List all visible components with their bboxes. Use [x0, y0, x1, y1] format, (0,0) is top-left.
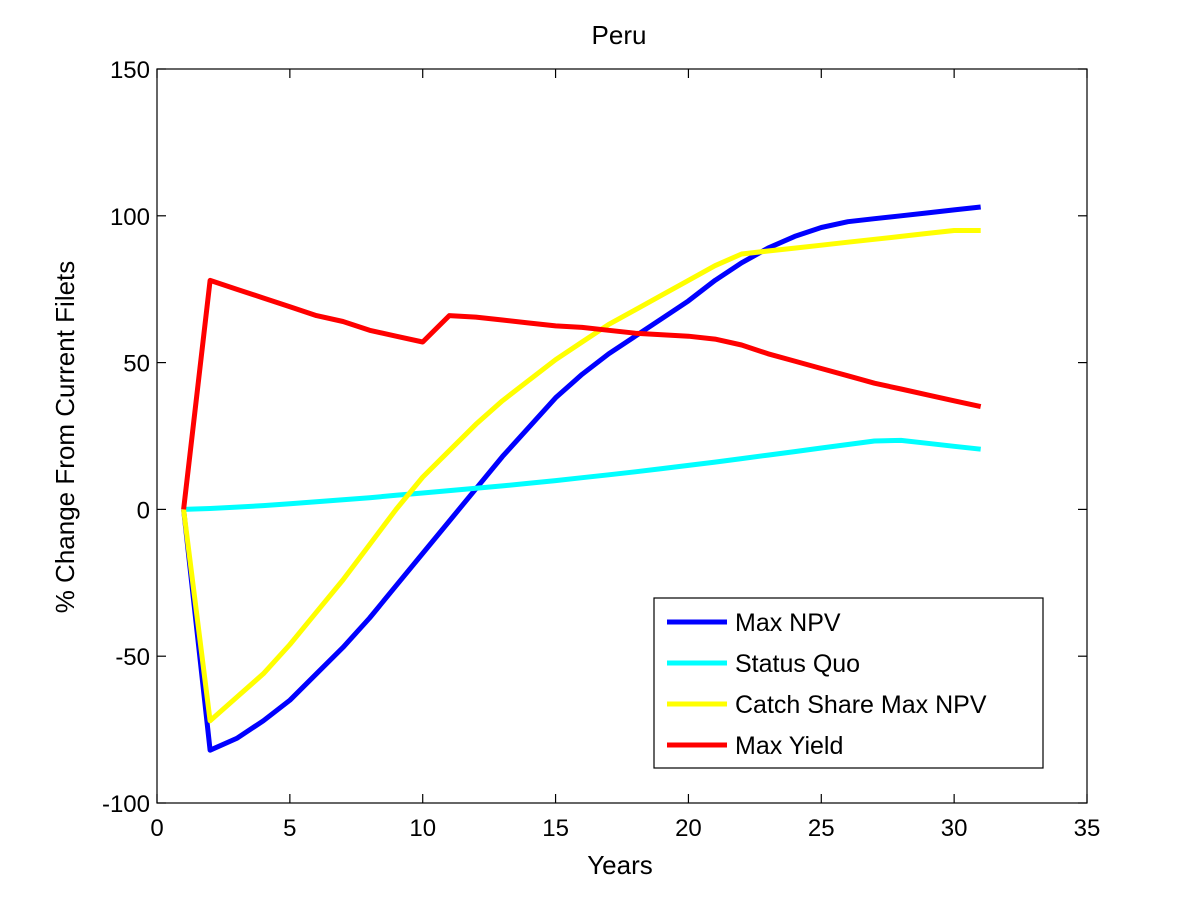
x-tick-label: 35: [1074, 815, 1101, 842]
x-tick-label: 30: [941, 815, 968, 842]
x-axis-title: Years: [587, 850, 653, 880]
legend-label-max-npv: Max NPV: [735, 609, 841, 637]
y-tick-label: 50: [123, 351, 150, 378]
legend-box: [653, 597, 1044, 769]
legend-label-max-yield: Max Yield: [735, 732, 843, 760]
x-tick-label: 10: [409, 815, 436, 842]
y-axis-title: % Change From Current Filets: [50, 261, 80, 614]
x-tick-label: 25: [808, 815, 835, 842]
y-tick-label: 0: [137, 497, 150, 524]
y-tick-label: -50: [115, 644, 150, 671]
x-tick-label: 20: [675, 815, 702, 842]
plot-area: 0 5 10 15 20 25 30 35 -100 -50 0 50 100 150: [102, 57, 1100, 842]
series-line-status-quo: [183, 437, 981, 512]
x-tick-label: 5: [283, 815, 296, 842]
chart-title: Peru: [592, 20, 647, 50]
axis-ticks: 0 5 10 15 20 25 30 35 -100 -50 0 50 100 150: [102, 57, 1100, 842]
y-tick-label: 150: [110, 57, 150, 84]
x-tick-label: 15: [542, 815, 569, 842]
series-lines: [181, 204, 982, 753]
legend: Max NPV Status Quo Catch Share Max NPV Max …: [653, 597, 1044, 769]
series-line-max-yield: [181, 277, 982, 510]
series-line-max-npv: [181, 204, 981, 753]
y-tick-label: 100: [110, 204, 150, 231]
x-tick-label: 0: [150, 815, 163, 842]
series-line-catch-share-max-npv: [181, 228, 981, 724]
legend-entries: Max NPV Status Quo Catch Share Max NPV Max …: [667, 609, 987, 760]
legend-label-catch-share-max-npv: Catch Share Max NPV: [735, 691, 987, 719]
legend-label-status-quo: Status Quo: [735, 650, 860, 678]
plot-frame: [156, 68, 1088, 804]
y-tick-label: -100: [102, 791, 150, 818]
